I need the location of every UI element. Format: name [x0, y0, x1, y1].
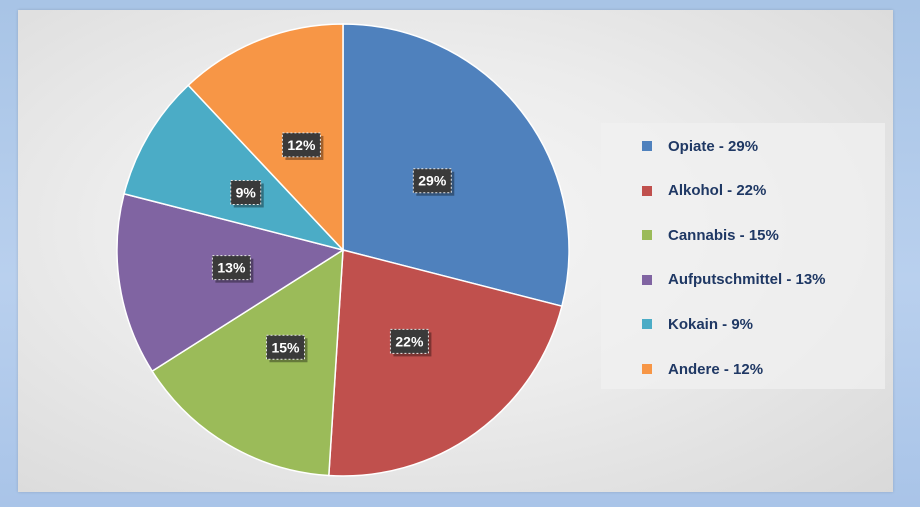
legend-label: Andere - 12%	[668, 360, 764, 378]
pie-slice-andere	[187, 23, 344, 252]
data-label-text: 13%	[217, 260, 246, 276]
data-label-text: 9%	[236, 184, 257, 200]
legend-swatch	[642, 185, 652, 196]
legend-item: Andere - 12%	[642, 358, 763, 380]
data-label: 12%	[281, 132, 324, 160]
legend-swatch	[642, 230, 652, 241]
legend-swatch	[642, 319, 652, 330]
data-label: 13%	[211, 255, 254, 283]
data-label-text: 29%	[418, 173, 447, 189]
legend-label: Aufputschmittel - 13%	[668, 271, 826, 289]
data-labels: 29% 22% 15% 13% 9% 12%	[211, 132, 455, 363]
legend-label: Cannabis - 15%	[668, 226, 779, 244]
legend-swatch	[642, 141, 652, 151]
legend-item: Cannabis - 15%	[642, 224, 779, 246]
legend-item: Kokain - 9%	[642, 313, 753, 335]
legend-swatch	[642, 364, 652, 374]
data-label: 9%	[230, 179, 264, 208]
pie-slice-kokain	[123, 84, 346, 252]
legend-label: Kokain - 9%	[668, 315, 754, 333]
data-label: 29%	[412, 168, 455, 196]
data-label-text: 15%	[271, 339, 300, 355]
pie-slice-alkohol	[328, 249, 563, 477]
legend-swatch	[642, 274, 652, 285]
legend-label: Opiate - 29%	[668, 137, 759, 155]
legend-item: Opiate - 29%	[642, 135, 758, 157]
data-label-text: 22%	[395, 333, 424, 349]
data-label: 15%	[265, 334, 308, 363]
data-label-text: 12%	[287, 137, 316, 153]
pie-slices	[116, 23, 570, 477]
data-label: 22%	[389, 328, 432, 357]
pie-slice-cannabis	[151, 248, 344, 477]
pie-slice-aufputschmittel	[116, 192, 345, 373]
legend-item: Aufputschmittel - 13%	[642, 269, 826, 291]
legend-label: Alkohol - 22%	[668, 182, 767, 200]
legend-item: Alkohol - 22%	[642, 180, 766, 202]
legend: Opiate - 29% Alkohol - 22% Cannabis - 15…	[601, 123, 885, 389]
pie-slice-opiate	[342, 23, 570, 308]
